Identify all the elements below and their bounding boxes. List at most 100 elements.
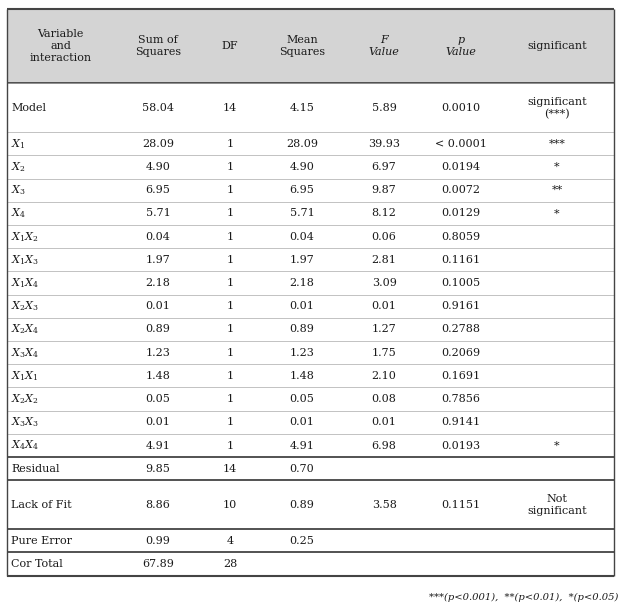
Bar xyxy=(7,318,614,341)
Text: *: * xyxy=(554,162,560,172)
Text: 14: 14 xyxy=(223,463,237,474)
Text: 1: 1 xyxy=(227,348,233,357)
Text: $X_2$: $X_2$ xyxy=(11,160,26,174)
Text: 0.9141: 0.9141 xyxy=(442,417,481,428)
Text: Model: Model xyxy=(11,103,46,113)
Text: 10: 10 xyxy=(223,500,237,510)
Text: 1: 1 xyxy=(227,208,233,219)
Text: 0.0193: 0.0193 xyxy=(442,440,481,451)
Text: < 0.0001: < 0.0001 xyxy=(435,139,487,149)
Text: 2.81: 2.81 xyxy=(372,255,397,265)
Text: 8.12: 8.12 xyxy=(372,208,397,219)
Text: $X_4X_4$: $X_4X_4$ xyxy=(11,438,40,452)
Text: Mean
Squares: Mean Squares xyxy=(279,35,325,57)
Text: $X_2X_3$: $X_2X_3$ xyxy=(11,300,39,313)
Text: 1: 1 xyxy=(227,139,233,149)
Text: 1.48: 1.48 xyxy=(146,371,171,381)
Bar xyxy=(7,272,614,295)
Text: 1: 1 xyxy=(227,371,233,381)
Bar xyxy=(7,132,614,155)
Text: 0.06: 0.06 xyxy=(372,231,397,242)
Bar xyxy=(7,552,614,576)
Text: 0.0072: 0.0072 xyxy=(442,185,481,195)
Text: $X_1X_4$: $X_1X_4$ xyxy=(11,276,40,290)
Text: Not
significant: Not significant xyxy=(527,494,587,516)
Text: $X_1X_3$: $X_1X_3$ xyxy=(11,253,39,267)
Text: 0.1005: 0.1005 xyxy=(442,278,481,288)
Text: 4: 4 xyxy=(227,536,233,546)
Text: $X_1X_2$: $X_1X_2$ xyxy=(11,230,39,244)
Text: 0.9161: 0.9161 xyxy=(442,301,481,311)
Bar xyxy=(7,364,614,387)
Bar xyxy=(7,529,614,552)
Text: 2.18: 2.18 xyxy=(146,278,171,288)
Text: ***: *** xyxy=(548,139,566,149)
Text: 6.95: 6.95 xyxy=(289,185,314,195)
Text: 0.04: 0.04 xyxy=(146,231,171,242)
Text: $X_1$: $X_1$ xyxy=(11,137,25,150)
Text: 1.75: 1.75 xyxy=(372,348,396,357)
Bar xyxy=(7,295,614,318)
Text: Cor Total: Cor Total xyxy=(11,559,63,569)
Text: 1: 1 xyxy=(227,325,233,334)
Text: 1: 1 xyxy=(227,255,233,265)
Text: 0.01: 0.01 xyxy=(289,417,314,428)
Text: 0.08: 0.08 xyxy=(372,394,397,404)
Text: 1: 1 xyxy=(227,231,233,242)
Text: 0.25: 0.25 xyxy=(289,536,314,546)
Text: 67.89: 67.89 xyxy=(142,559,174,569)
Text: $X_2X_2$: $X_2X_2$ xyxy=(11,392,39,406)
Text: 28: 28 xyxy=(223,559,237,569)
Text: $X_3X_3$: $X_3X_3$ xyxy=(11,415,39,429)
Text: Sum of
Squares: Sum of Squares xyxy=(135,35,181,57)
Text: 0.1151: 0.1151 xyxy=(442,500,481,510)
Text: 8.86: 8.86 xyxy=(146,500,171,510)
Text: 3.09: 3.09 xyxy=(372,278,397,288)
Text: 5.71: 5.71 xyxy=(289,208,314,219)
Text: 9.85: 9.85 xyxy=(146,463,171,474)
Text: 4.91: 4.91 xyxy=(146,440,171,451)
Bar xyxy=(7,341,614,364)
Text: *: * xyxy=(554,208,560,219)
Text: 1: 1 xyxy=(227,301,233,311)
Text: 0.89: 0.89 xyxy=(289,325,314,334)
Bar xyxy=(7,178,614,202)
Text: 4.15: 4.15 xyxy=(289,103,314,113)
Bar xyxy=(7,481,614,529)
Bar xyxy=(7,202,614,225)
Text: 0.0129: 0.0129 xyxy=(442,208,481,219)
Text: 0.1691: 0.1691 xyxy=(442,371,481,381)
Text: 0.2069: 0.2069 xyxy=(442,348,481,357)
Text: 1.23: 1.23 xyxy=(146,348,171,357)
Bar xyxy=(7,434,614,457)
Text: Variable
and
interaction: Variable and interaction xyxy=(29,29,91,63)
Text: 4.90: 4.90 xyxy=(146,162,171,172)
Text: 0.8059: 0.8059 xyxy=(442,231,481,242)
Text: 0.89: 0.89 xyxy=(146,325,171,334)
Text: $X_4$: $X_4$ xyxy=(11,206,26,220)
Bar xyxy=(7,83,614,132)
Text: $X_1X_1$: $X_1X_1$ xyxy=(11,369,39,383)
Text: 0.2788: 0.2788 xyxy=(442,325,481,334)
Text: 1: 1 xyxy=(227,394,233,404)
Text: 1: 1 xyxy=(227,440,233,451)
Bar xyxy=(7,225,614,248)
Text: Pure Error: Pure Error xyxy=(11,536,72,546)
Text: significant: significant xyxy=(527,41,587,51)
Text: DF: DF xyxy=(222,41,238,51)
Text: 4.90: 4.90 xyxy=(289,162,314,172)
Text: 0.0194: 0.0194 xyxy=(442,162,481,172)
Text: 1.27: 1.27 xyxy=(372,325,396,334)
Text: 5.71: 5.71 xyxy=(146,208,171,219)
Bar xyxy=(7,9,614,83)
Text: 2.10: 2.10 xyxy=(372,371,397,381)
Text: 0.05: 0.05 xyxy=(289,394,314,404)
Text: 3.58: 3.58 xyxy=(372,500,397,510)
Text: 28.09: 28.09 xyxy=(286,139,318,149)
Text: F
Value: F Value xyxy=(369,35,399,57)
Text: 0.01: 0.01 xyxy=(146,417,171,428)
Text: 1: 1 xyxy=(227,185,233,195)
Bar xyxy=(7,155,614,178)
Text: 0.01: 0.01 xyxy=(372,301,397,311)
Text: p
Value: p Value xyxy=(446,35,476,57)
